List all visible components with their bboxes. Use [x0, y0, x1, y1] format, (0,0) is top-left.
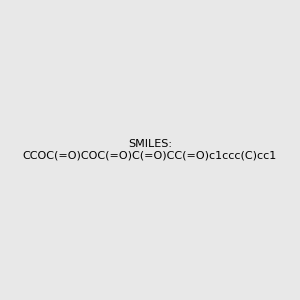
- Text: SMILES:
CCOC(=O)COC(=O)C(=O)CC(=O)c1ccc(C)cc1: SMILES: CCOC(=O)COC(=O)C(=O)CC(=O)c1ccc(…: [23, 139, 277, 161]
